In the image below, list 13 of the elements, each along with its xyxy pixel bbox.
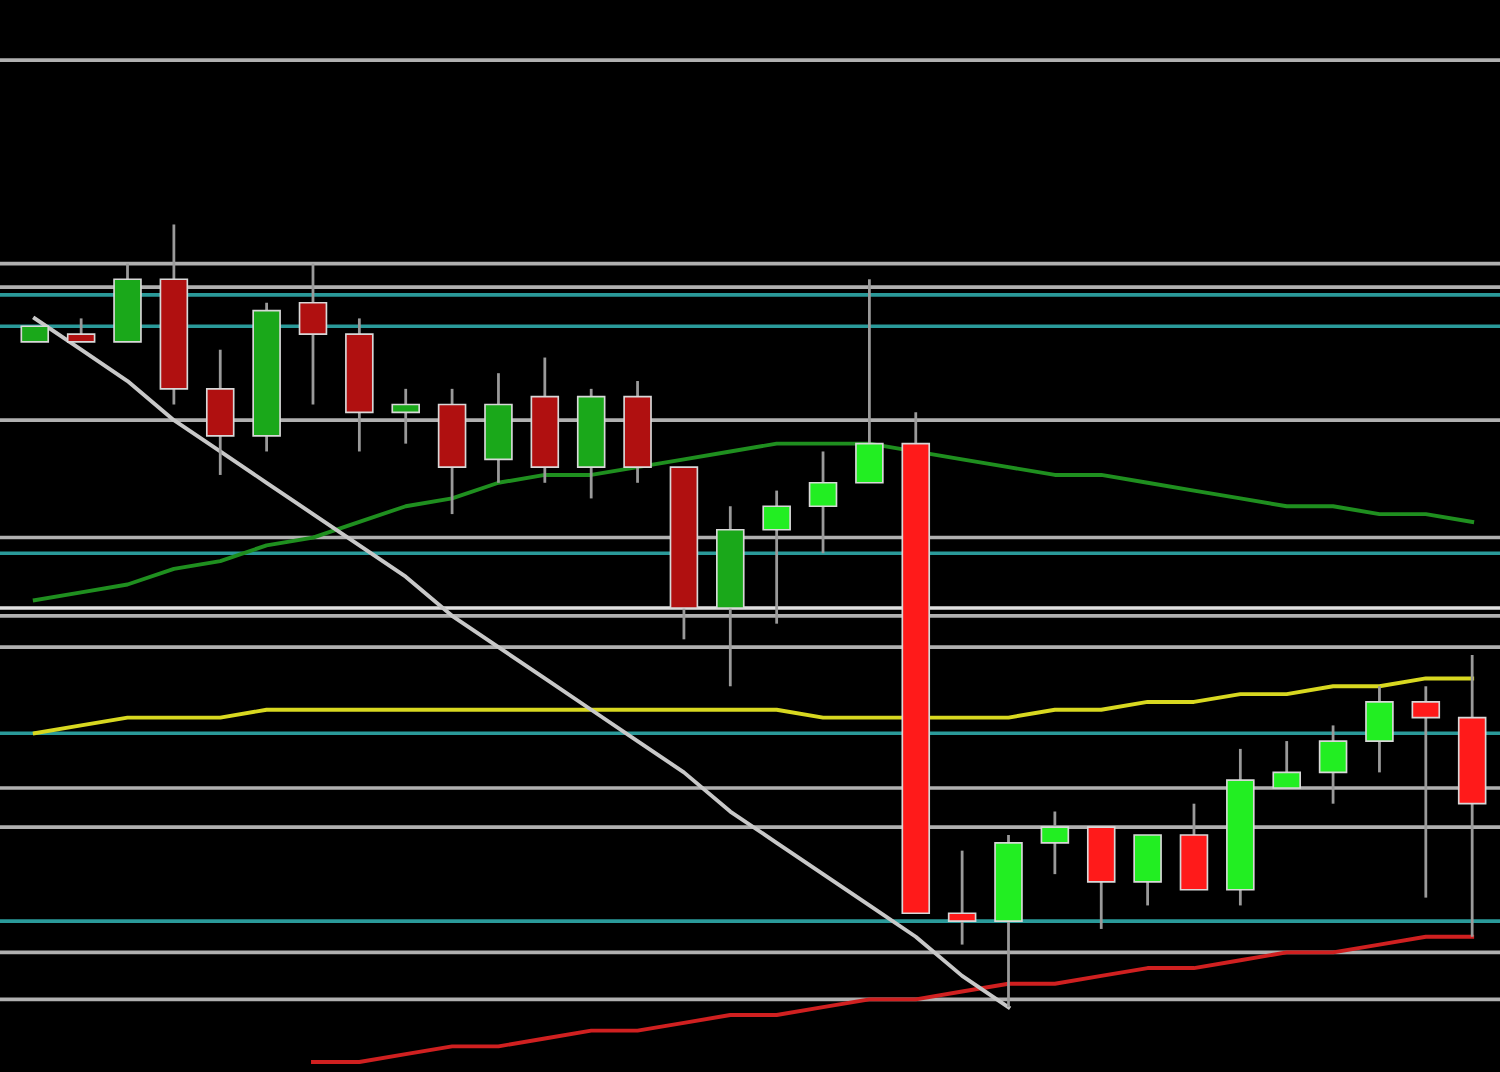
candlestick [808, 450, 838, 555]
candlestick [1411, 684, 1441, 899]
candlestick [855, 277, 884, 485]
candlestick [947, 849, 977, 946]
candlestick [66, 317, 96, 344]
candlestick [205, 348, 235, 477]
candlestick [1040, 810, 1070, 876]
candlestick [1133, 833, 1162, 907]
candlestick [391, 387, 421, 446]
candlestick [298, 262, 328, 406]
candlestick [1318, 724, 1348, 806]
candlestick [1272, 739, 1301, 790]
candlestick [1365, 684, 1394, 774]
